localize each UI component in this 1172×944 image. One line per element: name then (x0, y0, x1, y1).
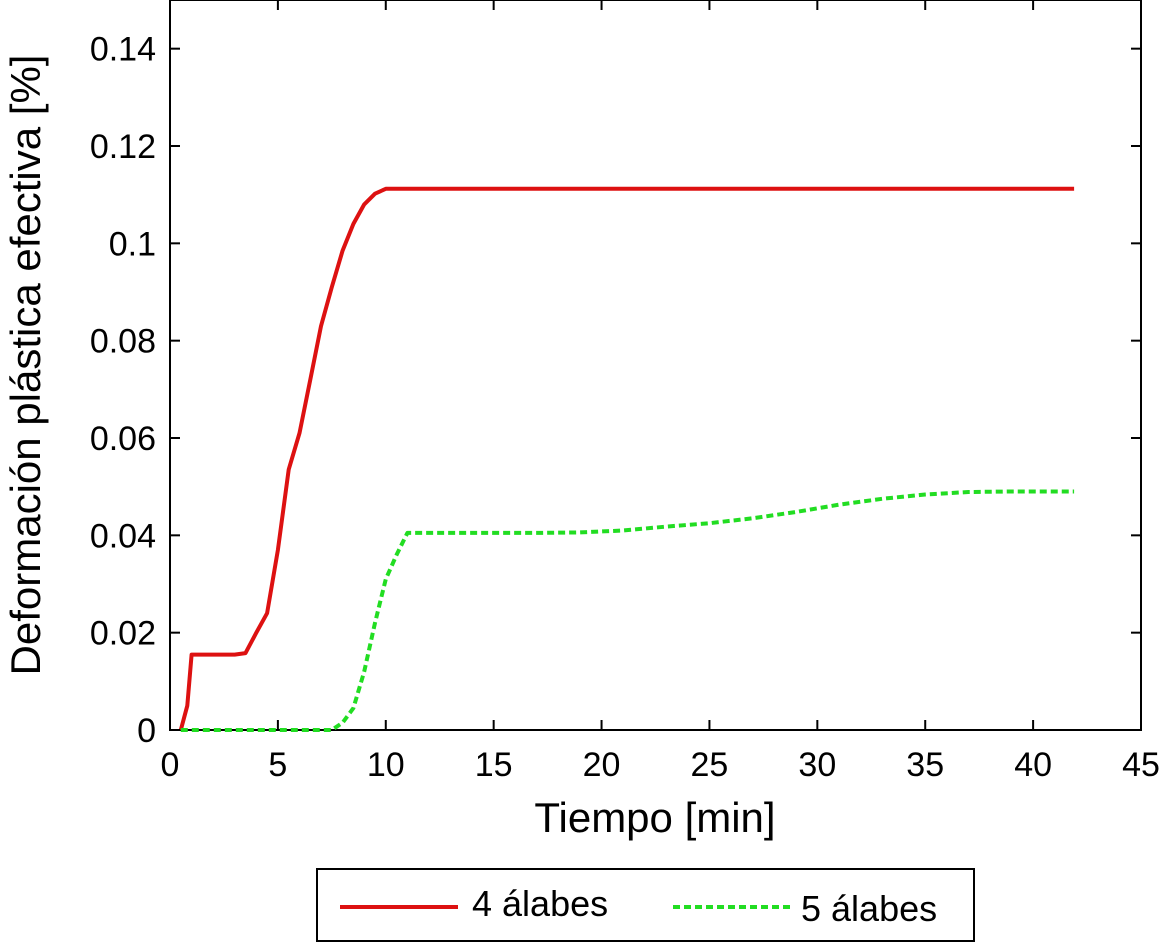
x-tick-label: 15 (475, 746, 513, 784)
x-tick-label: 10 (367, 746, 405, 784)
x-axis-title: Tiempo [min] (534, 794, 775, 841)
y-tick-label: 0.08 (90, 323, 156, 361)
y-tick-label: 0.02 (90, 615, 156, 653)
plot-area: 0 5 10 15 20 25 30 35 40 45 0 0.02 0.04 0.06 0.08 0.1 0.… (90, 0, 1160, 784)
y-tick-label: 0 (137, 712, 156, 750)
y-tick-label: 0.06 (90, 420, 156, 458)
x-tick-label: 0 (161, 746, 180, 784)
x-tick-label: 5 (268, 746, 287, 784)
ticks-layer: 0 5 10 15 20 25 30 35 40 45 0 0.02 0.04 0.06 0.08 0.1 0.… (90, 0, 1160, 784)
legend-label-5-alabes: 5 álabes (801, 888, 937, 929)
series-line-1 (180, 489, 1075, 732)
y-tick-label: 0.04 (90, 517, 156, 555)
series-line-0 (178, 186, 1075, 731)
x-tick-label: 30 (798, 746, 836, 784)
y-tick-label: 0.12 (90, 128, 156, 166)
x-tick-label: 20 (583, 746, 621, 784)
x-tick-label: 40 (1014, 746, 1052, 784)
legend-label-4-alabes: 4 álabes (472, 883, 608, 924)
x-tick-label: 45 (1122, 746, 1160, 784)
y-tick-label: 0.1 (109, 225, 156, 263)
plot-frame (169, 0, 1142, 731)
series-layer (178, 186, 1075, 732)
x-tick-label: 35 (906, 746, 944, 784)
x-tick-label: 25 (691, 746, 729, 784)
y-axis-title: Deformación plástica efectiva [%] (2, 55, 49, 676)
legend: 4 álabes 5 álabes (316, 868, 975, 942)
y-tick-label: 0.14 (90, 31, 156, 69)
